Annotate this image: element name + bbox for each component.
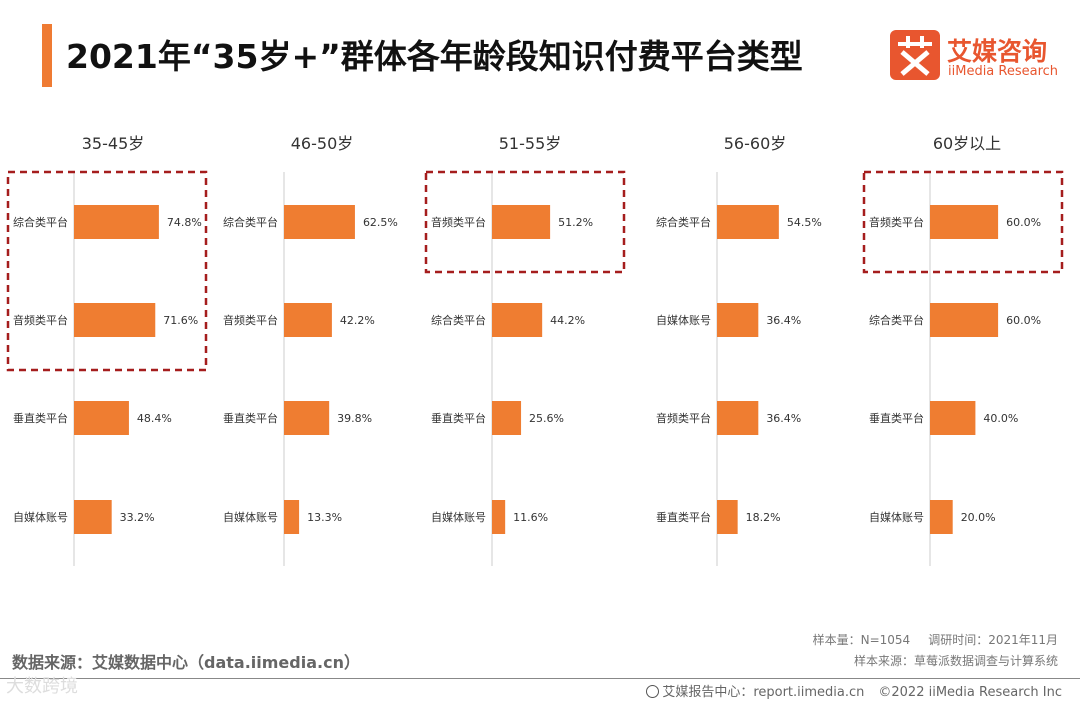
value-label: 13.3% <box>307 511 342 524</box>
value-label: 36.4% <box>766 412 801 425</box>
panel-title: 60岁以上 <box>933 134 1001 153</box>
highlight-box <box>424 170 626 274</box>
category-label: 音频类平台 <box>13 313 68 327</box>
category-label: 垂直类平台 <box>869 411 924 425</box>
bar <box>492 205 551 239</box>
bar <box>284 205 355 239</box>
value-label: 60.0% <box>1006 216 1041 229</box>
category-label: 自媒体账号 <box>869 510 924 524</box>
panel-title: 46-50岁 <box>291 134 354 153</box>
bar <box>74 401 129 435</box>
value-label: 36.4% <box>766 314 801 327</box>
bar <box>717 205 779 239</box>
category-label: 综合类平台 <box>13 215 68 229</box>
footer: 艾媒报告中心：report.iimedia.cn ©2022 iiMedia Re… <box>646 681 1062 700</box>
copyright: ©2022 iiMedia Research Inc <box>878 685 1062 700</box>
bar <box>74 205 159 239</box>
category-label: 垂直类平台 <box>13 411 68 425</box>
footer-divider <box>0 678 1080 679</box>
value-label: 33.2% <box>120 511 155 524</box>
value-label: 11.6% <box>513 511 548 524</box>
value-label: 25.6% <box>529 412 564 425</box>
value-label: 51.2% <box>558 216 593 229</box>
bar <box>930 205 999 239</box>
panel-title: 35-45岁 <box>82 134 145 153</box>
category-label: 音频类平台 <box>223 313 278 327</box>
bar <box>492 401 522 435</box>
bar <box>930 401 976 435</box>
bar <box>930 303 999 337</box>
category-label: 垂直类平台 <box>656 510 711 524</box>
bar <box>717 500 738 534</box>
value-label: 40.0% <box>983 412 1018 425</box>
category-label: 垂直类平台 <box>223 411 278 425</box>
bar <box>284 303 332 337</box>
watermark: 大数跨境 <box>6 676 78 697</box>
iimedia-logo: 艾媒咨询 iiMedia Research <box>890 30 1065 82</box>
bar <box>284 500 300 534</box>
bar <box>717 303 759 337</box>
value-label: 18.2% <box>746 511 781 524</box>
bar <box>930 500 953 534</box>
bar <box>284 401 330 435</box>
bar <box>492 303 543 337</box>
data-source: 数据来源：艾媒数据中心（data.iimedia.cn） <box>12 653 360 672</box>
value-label: 48.4% <box>137 412 172 425</box>
sample-info: 样本量：N=1054 调研时间：2021年11月 样本来源：草莓派数据调查与计算系… <box>795 630 1058 672</box>
category-label: 综合类平台 <box>431 313 486 327</box>
category-label: 自媒体账号 <box>656 313 711 327</box>
bar <box>74 303 156 337</box>
globe-icon <box>646 685 660 698</box>
logo-text-cn: 艾媒咨询 <box>947 37 1048 66</box>
report-center-link[interactable]: 艾媒报告中心：report.iimedia.cn <box>662 685 865 700</box>
bar <box>717 401 759 435</box>
category-label: 自媒体账号 <box>13 510 68 524</box>
logo-text-en: iiMedia Research <box>948 64 1059 79</box>
panel-title: 51-55岁 <box>499 134 562 153</box>
value-label: 44.2% <box>550 314 585 327</box>
value-label: 54.5% <box>787 216 822 229</box>
logo-mark-icon <box>890 30 940 80</box>
value-label: 74.8% <box>167 216 202 229</box>
value-label: 62.5% <box>363 216 398 229</box>
title-accent-bar <box>42 24 52 87</box>
value-label: 60.0% <box>1006 314 1041 327</box>
category-label: 音频类平台 <box>431 215 486 229</box>
category-label: 音频类平台 <box>869 215 924 229</box>
page-title: 2021年“35岁+”群体各年龄段知识付费平台类型 <box>66 37 803 76</box>
category-label: 自媒体账号 <box>223 510 278 524</box>
bar <box>492 500 506 534</box>
category-label: 综合类平台 <box>869 313 924 327</box>
highlight-box <box>6 170 208 372</box>
panel-title: 56-60岁 <box>724 134 787 153</box>
category-label: 垂直类平台 <box>431 411 486 425</box>
sample-source: 样本来源：草莓派数据调查与计算系统 <box>853 654 1058 668</box>
sample-size: 样本量：N=1054 <box>812 633 911 647</box>
value-label: 39.8% <box>337 412 372 425</box>
value-label: 20.0% <box>961 511 996 524</box>
survey-time: 调研时间：2021年11月 <box>928 633 1058 647</box>
bar <box>74 500 112 534</box>
value-label: 71.6% <box>163 314 198 327</box>
category-label: 自媒体账号 <box>431 510 486 524</box>
highlight-box <box>862 170 1064 274</box>
category-label: 综合类平台 <box>656 215 711 229</box>
category-label: 综合类平台 <box>223 215 278 229</box>
value-label: 42.2% <box>340 314 375 327</box>
category-label: 音频类平台 <box>656 411 711 425</box>
